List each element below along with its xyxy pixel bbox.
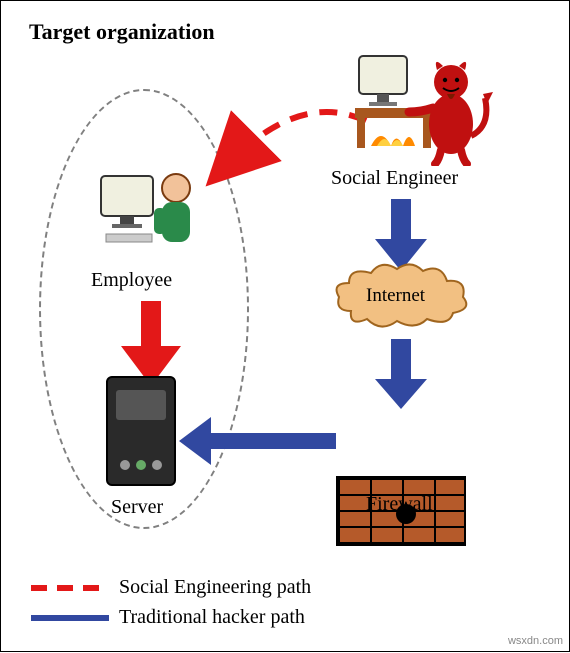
social-engineer-node (351, 46, 501, 171)
server-node (106, 376, 176, 486)
server-icon (106, 376, 176, 486)
server-label: Server (111, 496, 163, 519)
firewall-label: Firewall (366, 493, 433, 516)
social-engineer-label: Social Engineer (331, 167, 458, 190)
employee-label: Employee (91, 269, 172, 292)
legend-traditional-text: Traditional hacker path (119, 606, 305, 628)
legend-solid-line (31, 611, 109, 625)
diagram-title: Target organization (29, 19, 215, 45)
legend-social: Social Engineering path (31, 576, 311, 599)
employee-icon (96, 156, 206, 266)
social-engineering-path-arrow (231, 112, 366, 161)
watermark: wsxdn.com (508, 635, 563, 647)
devil-icon (351, 46, 501, 166)
arrow-internet-to-firewall (375, 339, 427, 409)
employee-node (96, 156, 206, 271)
legend-social-text: Social Engineering path (119, 576, 311, 598)
legend-dashed-line (31, 581, 109, 595)
internet-label: Internet (366, 285, 425, 307)
legend-traditional: Traditional hacker path (31, 606, 305, 629)
